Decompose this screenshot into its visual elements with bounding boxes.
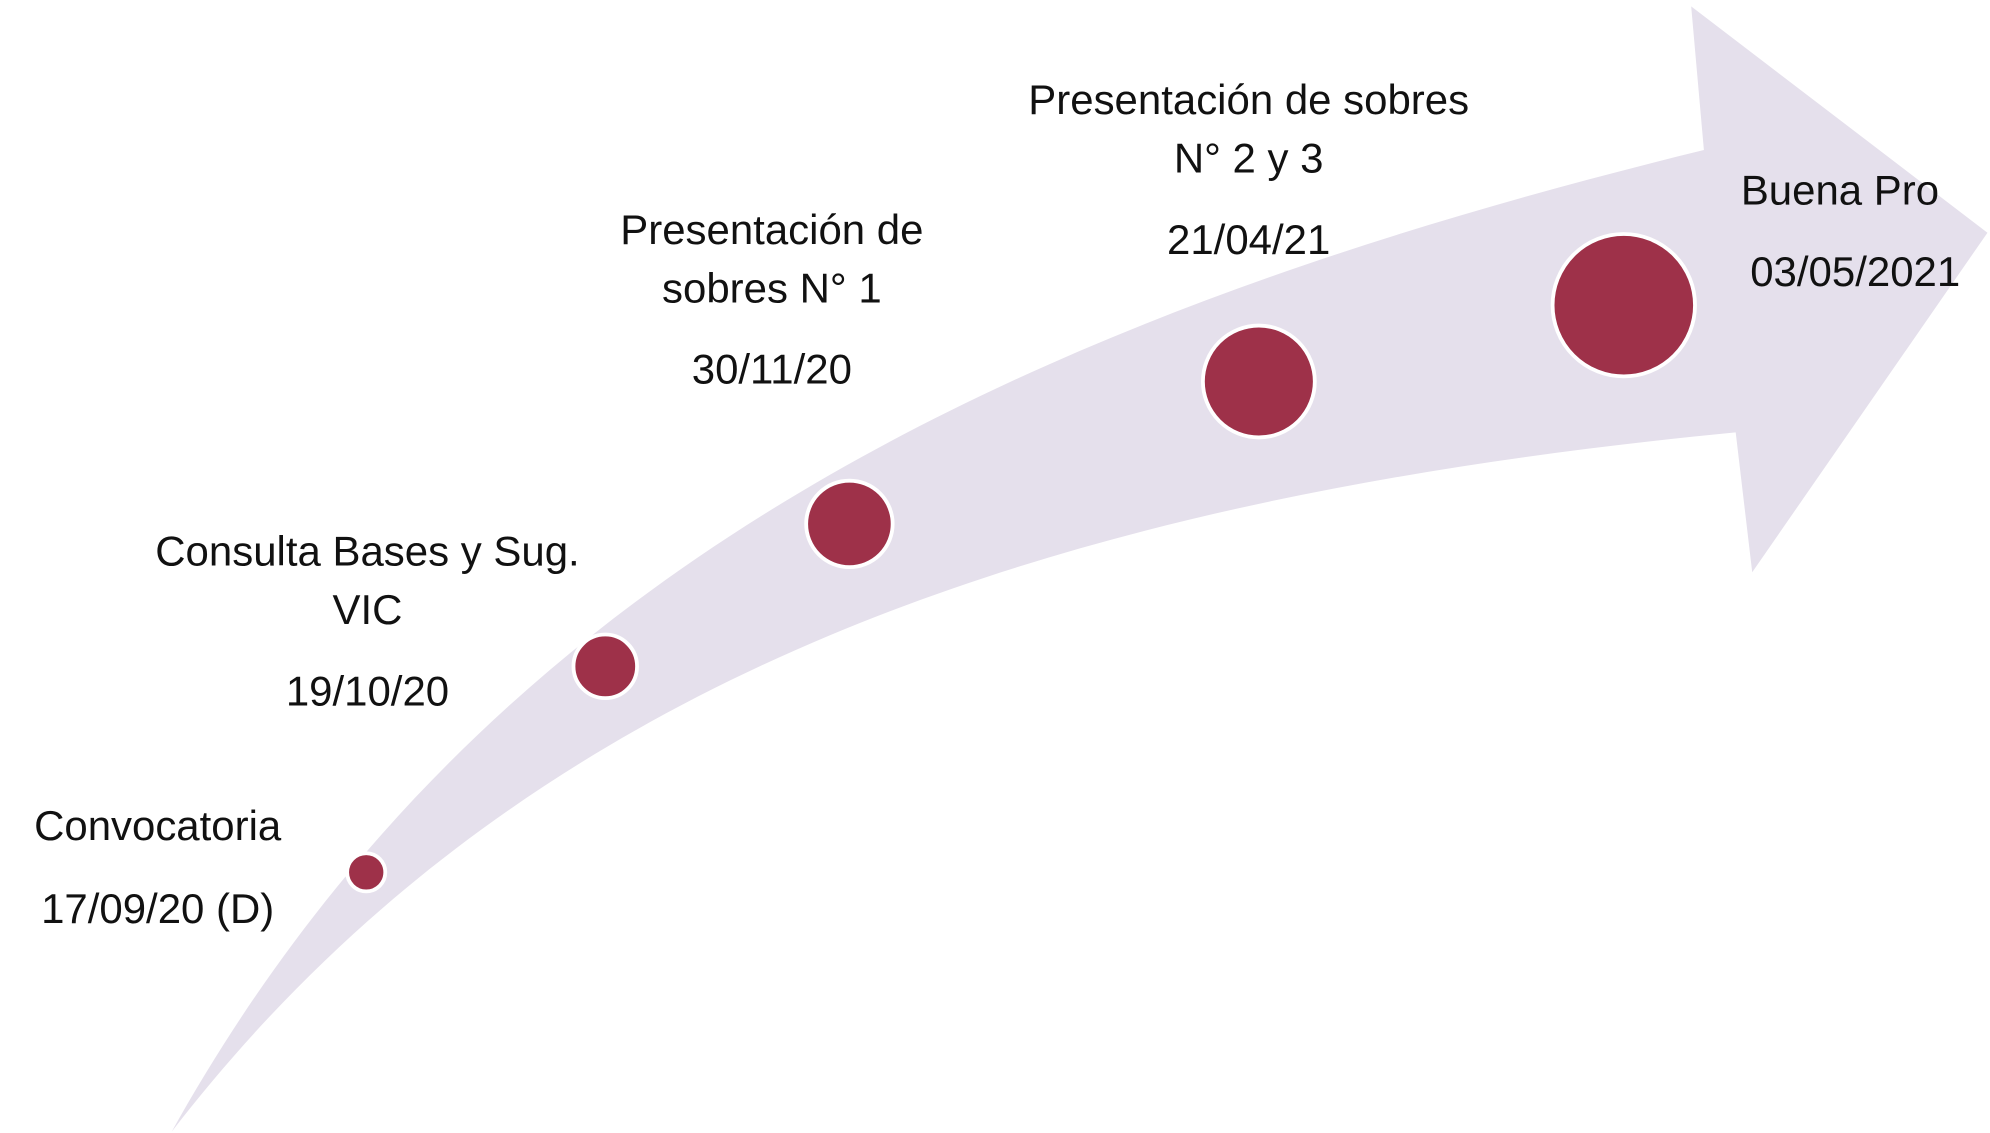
milestone-dot xyxy=(571,632,639,701)
milestone-label: N° 2 y 3 xyxy=(1174,135,1324,182)
milestone-label: Presentación de sobres xyxy=(1028,76,1469,123)
milestone-dot xyxy=(1550,232,1697,379)
milestone-date: 30/11/20 xyxy=(692,346,852,393)
milestone-label: Presentación de xyxy=(620,206,923,253)
milestone-date: 03/05/2021 xyxy=(1750,248,1960,295)
milestone-label: Convocatoria xyxy=(34,802,282,849)
milestone-dot xyxy=(1200,323,1317,440)
milestone-dot xyxy=(804,478,895,570)
milestone-label: Buena Pro xyxy=(1741,166,1939,213)
milestone-label: Consulta Bases y Sug. xyxy=(155,527,579,574)
timeline-arrow xyxy=(171,6,1988,1132)
milestone-date: 21/04/21 xyxy=(1167,216,1330,263)
milestone-label: sobres N° 1 xyxy=(662,264,882,311)
milestone-label: VIC xyxy=(333,586,403,633)
milestone-dot xyxy=(345,851,388,894)
milestone-date: 17/09/20 (D) xyxy=(41,885,274,932)
milestone-date: 19/10/20 xyxy=(286,667,449,714)
